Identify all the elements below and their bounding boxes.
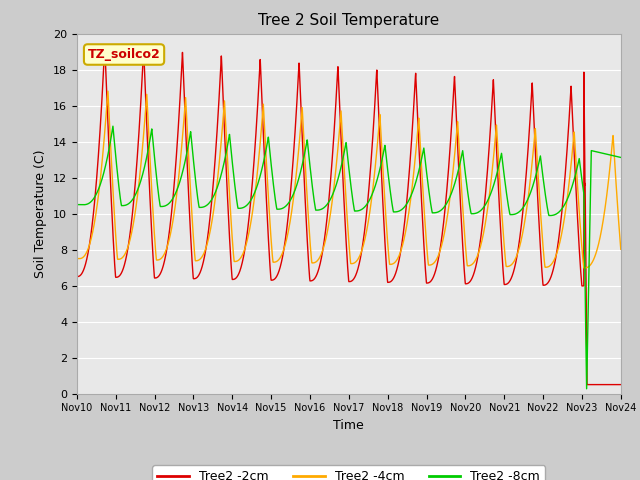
Tree2 -2cm bbox=[520, 195, 528, 201]
Tree2 -8cm bbox=[73, 202, 81, 207]
Tree2 -8cm bbox=[479, 205, 486, 211]
Legend: Tree2 -2cm, Tree2 -4cm, Tree2 -8cm: Tree2 -2cm, Tree2 -4cm, Tree2 -8cm bbox=[152, 465, 545, 480]
Tree2 -8cm bbox=[399, 205, 407, 211]
Tree2 -8cm bbox=[427, 201, 435, 207]
Tree2 -2cm bbox=[479, 218, 486, 224]
Tree2 -8cm bbox=[172, 190, 180, 196]
Tree2 -4cm bbox=[104, 88, 112, 94]
X-axis label: Time: Time bbox=[333, 419, 364, 432]
Tree2 -2cm bbox=[583, 382, 591, 387]
Tree2 -4cm bbox=[172, 199, 180, 205]
Tree2 -2cm bbox=[101, 42, 109, 48]
Tree2 -4cm bbox=[479, 234, 486, 240]
Tree2 -4cm bbox=[281, 243, 289, 249]
Line: Tree2 -4cm: Tree2 -4cm bbox=[77, 91, 621, 268]
Y-axis label: Soil Temperature (C): Soil Temperature (C) bbox=[35, 149, 47, 278]
Tree2 -2cm bbox=[172, 162, 180, 168]
Tree2 -2cm bbox=[617, 382, 625, 387]
Tree2 -2cm bbox=[427, 278, 435, 284]
Tree2 -2cm bbox=[399, 231, 407, 237]
Tree2 -4cm bbox=[73, 256, 81, 262]
Tree2 -4cm bbox=[520, 222, 528, 228]
Tree2 -4cm bbox=[427, 262, 435, 268]
Title: Tree 2 Soil Temperature: Tree 2 Soil Temperature bbox=[258, 13, 440, 28]
Tree2 -4cm bbox=[617, 247, 625, 252]
Tree2 -2cm bbox=[281, 241, 289, 247]
Tree2 -8cm bbox=[617, 155, 625, 160]
Line: Tree2 -8cm: Tree2 -8cm bbox=[77, 126, 621, 389]
Tree2 -2cm bbox=[73, 274, 81, 279]
Tree2 -8cm bbox=[520, 203, 528, 209]
Text: TZ_soilco2: TZ_soilco2 bbox=[88, 48, 161, 61]
Tree2 -4cm bbox=[580, 265, 588, 271]
Tree2 -8cm bbox=[281, 204, 289, 210]
Line: Tree2 -2cm: Tree2 -2cm bbox=[77, 45, 621, 384]
Tree2 -8cm bbox=[109, 123, 116, 129]
Tree2 -8cm bbox=[583, 386, 591, 392]
Tree2 -4cm bbox=[399, 240, 407, 246]
